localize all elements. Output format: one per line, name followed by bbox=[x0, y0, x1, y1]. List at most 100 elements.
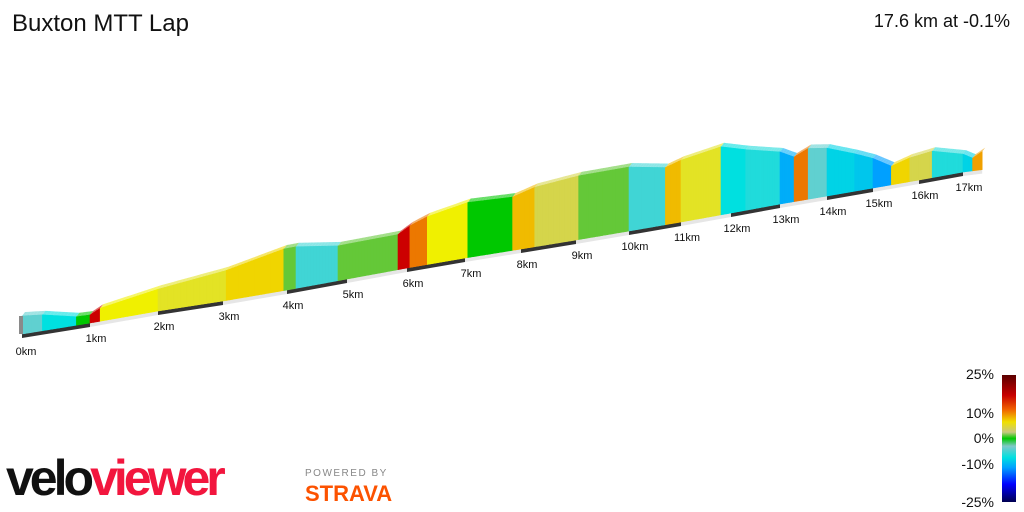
grade-strip bbox=[958, 153, 962, 174]
grade-strip bbox=[340, 244, 345, 281]
grade-strip-top bbox=[193, 274, 200, 280]
grade-strip-top bbox=[174, 279, 181, 285]
grade-strip-top bbox=[264, 250, 271, 257]
grade-strip-top bbox=[750, 146, 757, 151]
grade-strip-top bbox=[708, 146, 714, 152]
grade-strip-top bbox=[898, 158, 904, 164]
grade-strip-top bbox=[124, 295, 131, 301]
grade-strip-top bbox=[969, 152, 974, 158]
grade-strip-top bbox=[35, 311, 42, 316]
grade-strip-top bbox=[76, 312, 83, 317]
grade-strip bbox=[120, 300, 125, 318]
grade-strip bbox=[376, 237, 381, 274]
grade-strip-top bbox=[296, 242, 302, 247]
grade-strip bbox=[99, 306, 104, 322]
grade-strip-top bbox=[107, 300, 114, 307]
grade-strip bbox=[612, 169, 617, 235]
grade-strip bbox=[180, 281, 185, 308]
grade-strip-top bbox=[753, 146, 759, 151]
grade-strip-top bbox=[570, 173, 577, 179]
grade-strip bbox=[509, 196, 513, 252]
grade-strip-top bbox=[979, 148, 984, 154]
grade-strip bbox=[534, 186, 538, 248]
grade-strip bbox=[810, 148, 814, 200]
grade-strip-top bbox=[840, 146, 847, 152]
grade-strip bbox=[523, 190, 527, 249]
grade-strip-top bbox=[974, 151, 979, 158]
grade-strip-top bbox=[743, 145, 749, 150]
grade-strip-top bbox=[371, 235, 377, 240]
grade-strip-top bbox=[216, 268, 223, 274]
x-tick-label: 4km bbox=[283, 300, 304, 312]
grade-strip-top bbox=[893, 160, 899, 166]
grade-strip-top bbox=[127, 294, 134, 300]
grade-strip-top bbox=[353, 238, 359, 244]
grade-strip-top bbox=[884, 159, 890, 165]
legend-label-10: 10% bbox=[965, 405, 994, 421]
legend-label-25: 25% bbox=[965, 366, 994, 382]
grade-strip-top bbox=[507, 193, 513, 198]
grade-strip-top bbox=[90, 308, 97, 315]
grade-strip bbox=[665, 165, 669, 226]
grade-strip-top bbox=[927, 147, 933, 153]
grade-strip-top bbox=[239, 260, 246, 266]
grade-strip-top bbox=[967, 152, 973, 157]
grade-strip bbox=[267, 253, 272, 294]
grade-strip bbox=[893, 163, 897, 185]
grade-strip bbox=[432, 213, 437, 264]
grade-strip-top bbox=[706, 147, 712, 152]
grade-strip bbox=[620, 167, 625, 233]
grade-strip-top bbox=[581, 170, 587, 176]
grade-strip-top bbox=[242, 259, 249, 265]
grade-strip-top bbox=[314, 242, 320, 247]
grade-strip-top bbox=[936, 147, 942, 152]
grade-strip-top bbox=[501, 194, 508, 199]
grade-strip bbox=[945, 152, 948, 176]
grade-strip-top bbox=[498, 194, 505, 199]
grade-strip bbox=[570, 176, 574, 242]
grade-strip-top bbox=[551, 178, 557, 184]
grade-strip-top bbox=[636, 163, 643, 168]
grade-strip-top bbox=[554, 177, 560, 183]
km-band-16 bbox=[919, 172, 963, 184]
grade-strip-top bbox=[100, 303, 107, 309]
grade-strip-top bbox=[113, 298, 121, 304]
grade-strip bbox=[760, 150, 764, 208]
grade-strip bbox=[757, 150, 761, 209]
grade-strip bbox=[793, 155, 797, 202]
grade-strip-top bbox=[32, 311, 39, 316]
grade-strip-top bbox=[824, 144, 830, 149]
grade-strip-top bbox=[329, 242, 335, 247]
grade-strip bbox=[25, 315, 30, 334]
grade-strip bbox=[881, 161, 885, 187]
grade-strip-top bbox=[93, 306, 100, 313]
grade-strip bbox=[110, 303, 115, 320]
grade-strip bbox=[567, 177, 571, 242]
grade-strip bbox=[667, 164, 671, 225]
grade-strip bbox=[209, 273, 214, 304]
grade-strip bbox=[868, 156, 872, 190]
grade-strip-top bbox=[447, 204, 454, 210]
grade-strip bbox=[310, 246, 315, 286]
grade-strip-top bbox=[882, 158, 888, 164]
grade-strip bbox=[854, 153, 858, 192]
grade-strip-top bbox=[83, 311, 90, 316]
grade-strip bbox=[769, 150, 773, 207]
grade-strip-top bbox=[467, 198, 474, 203]
grade-strip bbox=[157, 287, 162, 312]
grade-strip-top bbox=[634, 163, 640, 168]
grade-strip-top bbox=[745, 145, 752, 150]
grade-strip bbox=[72, 316, 77, 327]
km-band-13 bbox=[780, 196, 827, 208]
grade-strip bbox=[685, 157, 689, 222]
grade-strip bbox=[710, 148, 714, 217]
grade-strip-top bbox=[755, 146, 761, 151]
grade-strip bbox=[909, 156, 913, 182]
grade-strip-top bbox=[441, 206, 448, 212]
grade-strip-top bbox=[854, 149, 860, 155]
grade-strip bbox=[735, 148, 739, 213]
grade-strip bbox=[349, 242, 354, 279]
grade-strip bbox=[956, 153, 959, 174]
grade-strip bbox=[484, 199, 488, 256]
grade-strip-top bbox=[407, 221, 413, 228]
